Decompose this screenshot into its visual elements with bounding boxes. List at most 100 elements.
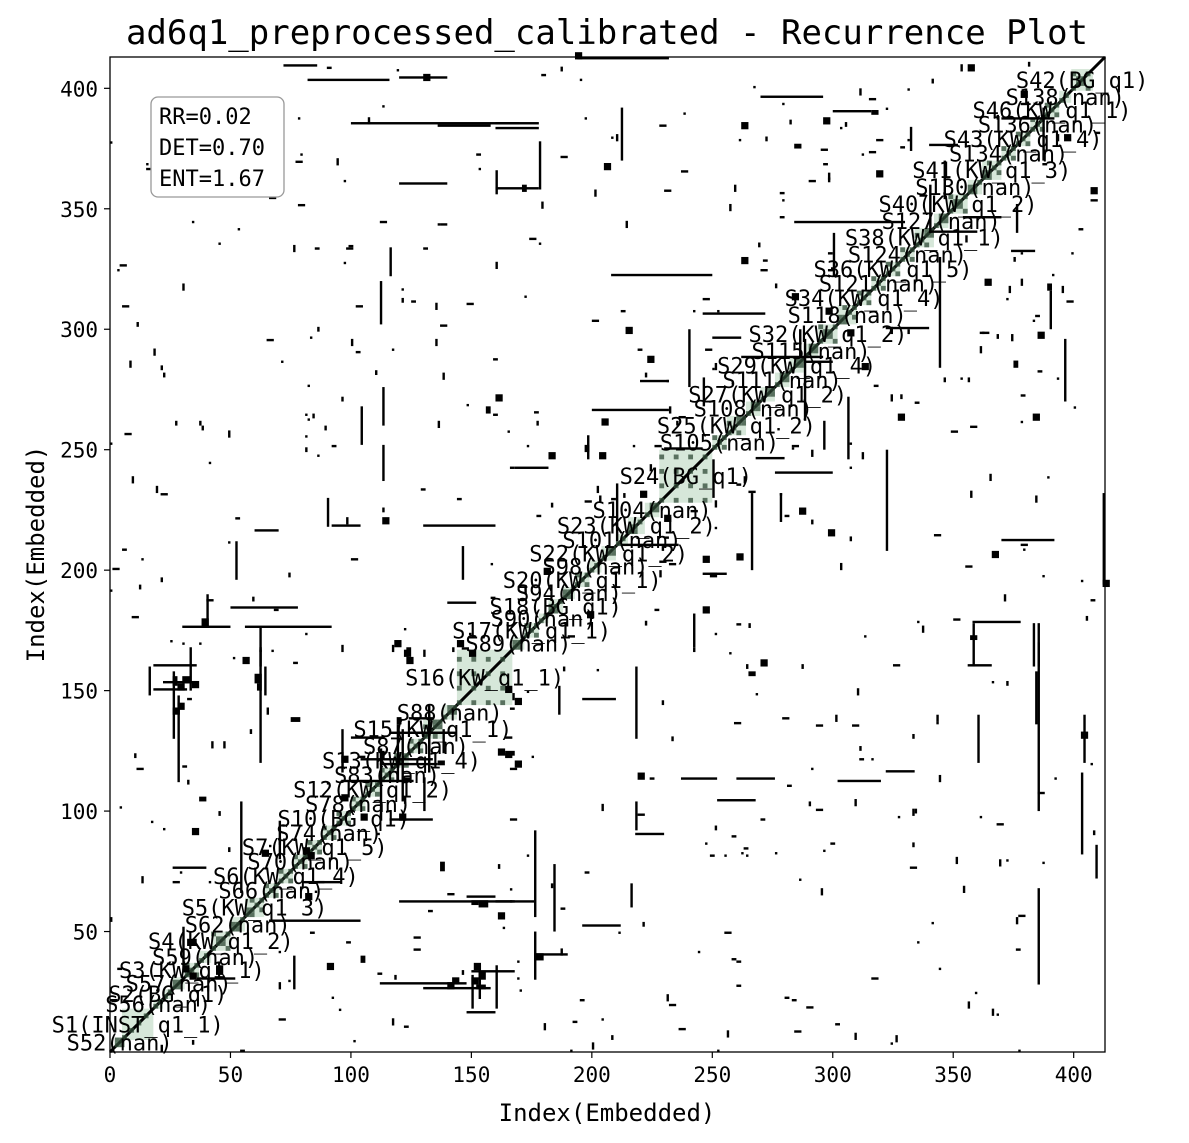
segment-label: S42(BG_q1) <box>1016 69 1148 94</box>
recurrence-point <box>252 596 255 602</box>
recurrence-point <box>1027 61 1031 67</box>
recurrence-point <box>859 758 865 761</box>
recurrence-point <box>305 447 308 453</box>
segment-recurrence-cell <box>567 594 573 600</box>
recurrence-hline <box>196 977 236 980</box>
segment-recurrence-cell <box>211 945 217 951</box>
segment-recurrence-cell <box>818 324 824 330</box>
recurrence-vline <box>341 729 344 773</box>
segment-recurrence-cell <box>302 854 308 860</box>
recurrence-hline-mirror <box>760 95 824 98</box>
recurrence-point <box>811 767 814 771</box>
recurrence-point <box>160 1044 164 1052</box>
segment-label: S5(KW_q1_3) <box>182 896 328 921</box>
segment-recurrence-cell <box>244 912 250 918</box>
recurrence-point <box>534 411 539 414</box>
recurrence-point <box>529 237 537 241</box>
recurrence-point <box>765 136 768 142</box>
recurrence-vline-mirror <box>943 160 946 200</box>
recurrence-point <box>269 196 277 200</box>
recurrence-point <box>943 377 946 383</box>
recurrence-hline-mirror <box>153 664 197 667</box>
recurrence-point <box>611 497 616 501</box>
recurrence-point <box>119 264 127 267</box>
recurrence-point <box>724 854 727 857</box>
recurrence-hline-mirror <box>153 688 188 691</box>
recurrence-point <box>649 777 655 780</box>
x-tick-label: 200 <box>573 1063 611 1087</box>
recurrence-point <box>517 960 520 963</box>
segment-recurrence-cell <box>929 232 934 238</box>
recurrence-point <box>996 823 1004 826</box>
recurrence-point <box>678 415 686 419</box>
recurrence-block <box>478 972 486 980</box>
recurrence-block <box>505 750 515 756</box>
segment-recurrence-cell <box>871 276 877 282</box>
recurrence-block <box>603 163 612 171</box>
recurrence-block <box>452 977 460 985</box>
recurrence-point <box>637 348 643 351</box>
recurrence-point <box>211 741 214 749</box>
recurrence-point <box>228 847 231 853</box>
segment-recurrence-cell <box>317 849 323 855</box>
recurrence-point <box>907 329 910 335</box>
recurrence-point <box>350 338 354 347</box>
recurrence-vline <box>938 256 942 368</box>
recurrence-point <box>136 767 144 771</box>
recurrence-point <box>668 562 677 566</box>
recurrence-point <box>950 430 959 433</box>
recurrence-block <box>741 256 749 265</box>
recurrence-hline-mirror <box>307 78 390 82</box>
recurrence-block <box>1064 134 1072 142</box>
recurrence-hline-mirror <box>172 866 207 869</box>
segment-recurrence-cell <box>1085 71 1091 77</box>
recurrence-point <box>864 635 867 638</box>
recurrence-block <box>827 529 836 537</box>
segment-recurrence-cell <box>543 613 549 619</box>
recurrence-point <box>324 425 327 431</box>
segment-recurrence-cell <box>1076 81 1081 86</box>
segment-recurrence-cell <box>885 271 891 277</box>
recurrence-vline <box>428 705 431 773</box>
segment-recurrence-cell <box>293 854 298 860</box>
segment-recurrence-cell <box>283 873 289 879</box>
segment-recurrence-cell <box>977 179 983 185</box>
segment-recurrence-cell <box>548 603 554 609</box>
recurrence-block <box>401 777 412 783</box>
recurrence-hline <box>254 529 279 532</box>
segment-recurrence-cell <box>986 170 992 176</box>
segment-recurrence-cell <box>914 232 920 238</box>
recurrence-point <box>541 73 547 77</box>
recurrence-point <box>907 138 910 142</box>
recurrence-point <box>1061 285 1065 294</box>
segment-label: S7(KW_q1_5) <box>242 836 388 861</box>
recurrence-point <box>854 799 857 807</box>
recurrence-point <box>490 596 496 600</box>
segment-recurrence-cell <box>632 529 638 535</box>
segment-recurrence-cell <box>524 632 530 638</box>
recurrence-point <box>266 707 270 715</box>
recurrence-vline-mirror <box>1095 844 1098 879</box>
x-tick-label: 400 <box>1055 1063 1093 1087</box>
recurrence-point <box>815 724 824 727</box>
segment-recurrence-cell <box>360 806 366 812</box>
recurrence-block <box>1102 579 1110 588</box>
recurrence-point <box>526 444 530 448</box>
recurrence-point <box>440 324 448 327</box>
recurrence-point <box>524 295 527 298</box>
recurrence-vline-mirror <box>423 777 426 812</box>
segment-recurrence-cell <box>986 160 992 166</box>
recurrence-point <box>536 514 542 518</box>
recurrence-point <box>601 1018 604 1021</box>
segment-recurrence-cell <box>538 618 544 624</box>
recurrence-vline <box>1102 493 1105 585</box>
stats-box-frame <box>150 96 285 198</box>
segment-recurrence-cell <box>360 796 366 802</box>
recurrence-point <box>160 365 164 371</box>
segment-recurrence-cell <box>948 194 954 200</box>
recurrence-point <box>223 741 226 749</box>
segment-recurrence-cell <box>688 454 694 460</box>
recurrence-point <box>584 500 592 503</box>
recurrence-point <box>413 936 421 939</box>
segment-recurrence-cell <box>317 839 323 845</box>
